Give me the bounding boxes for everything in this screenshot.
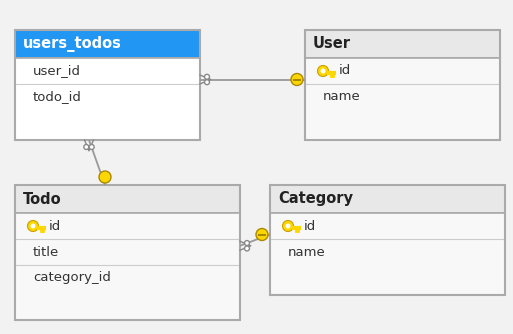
Bar <box>270 213 505 295</box>
Bar <box>270 185 505 295</box>
Circle shape <box>99 171 111 183</box>
Text: Category: Category <box>278 191 353 206</box>
Text: name: name <box>288 245 326 259</box>
Text: User: User <box>313 36 351 51</box>
Circle shape <box>205 80 209 85</box>
Text: name: name <box>323 91 361 104</box>
Circle shape <box>283 220 293 231</box>
Bar <box>305 30 500 58</box>
Circle shape <box>31 223 35 228</box>
Bar <box>305 58 500 140</box>
Bar <box>15 213 240 320</box>
Text: todo_id: todo_id <box>33 91 82 104</box>
Circle shape <box>291 73 303 86</box>
Bar <box>15 185 240 213</box>
Text: id: id <box>304 219 316 232</box>
Bar <box>15 30 200 140</box>
Text: user_id: user_id <box>33 64 81 77</box>
Text: category_id: category_id <box>33 272 111 285</box>
Bar <box>15 30 200 58</box>
Circle shape <box>256 228 268 240</box>
Circle shape <box>28 220 38 231</box>
Circle shape <box>318 65 328 76</box>
Text: id: id <box>339 64 351 77</box>
Circle shape <box>84 145 89 150</box>
Circle shape <box>245 240 249 245</box>
Bar <box>305 30 500 140</box>
Bar <box>15 58 200 140</box>
Circle shape <box>321 68 325 73</box>
Circle shape <box>205 74 209 79</box>
Text: id: id <box>49 219 61 232</box>
Circle shape <box>89 145 94 150</box>
Circle shape <box>245 246 249 251</box>
Text: Todo: Todo <box>23 191 62 206</box>
Text: title: title <box>33 245 59 259</box>
Bar <box>270 185 505 213</box>
Text: users_todos: users_todos <box>23 36 122 52</box>
Bar <box>15 185 240 320</box>
Circle shape <box>286 223 290 228</box>
